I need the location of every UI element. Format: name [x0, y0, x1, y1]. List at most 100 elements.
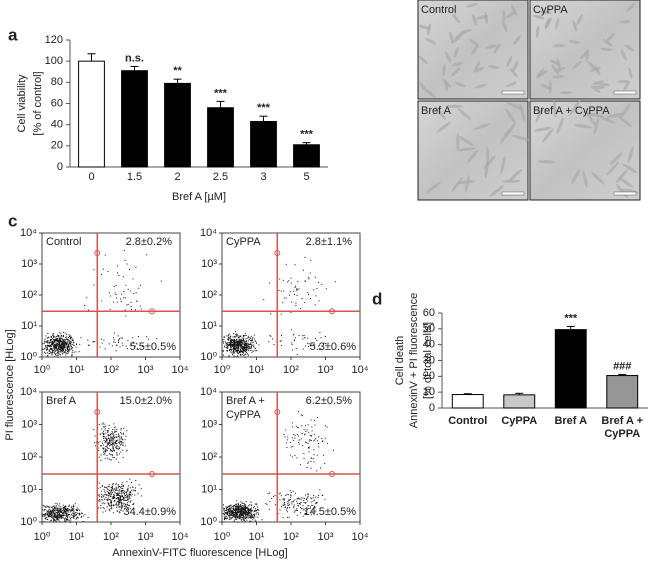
event-dot [47, 514, 48, 515]
event-dot [105, 429, 106, 430]
event-dot [288, 505, 289, 506]
event-dot [252, 350, 253, 351]
event-dot [238, 505, 239, 506]
event-dot [309, 451, 310, 452]
event-dot [247, 345, 248, 346]
y-tick-label: 10⁴ [20, 386, 37, 398]
event-dot [118, 446, 119, 447]
event-dot [110, 492, 111, 493]
event-dot [49, 351, 50, 352]
y-tick-label: 20 [51, 140, 63, 152]
event-dot [62, 338, 63, 339]
event-dot [106, 436, 107, 437]
event-dot [234, 339, 235, 340]
event-dot [118, 503, 119, 504]
event-dot [122, 506, 123, 507]
event-dot [111, 490, 112, 491]
event-dot [104, 491, 105, 492]
event-dot [59, 344, 60, 345]
event-dot [235, 511, 236, 512]
event-dot [311, 457, 312, 458]
event-dot [112, 448, 113, 449]
event-dot [311, 419, 312, 420]
event-dot [290, 495, 291, 496]
event-dot [65, 343, 66, 344]
event-dot [65, 347, 66, 348]
event-dot [52, 507, 53, 508]
event-dot [253, 346, 254, 347]
event-dot [230, 342, 231, 343]
plot-label: CyPPA [226, 236, 261, 248]
event-dot [103, 426, 104, 427]
x-tick-label: 10⁴ [352, 531, 369, 543]
event-dot [314, 420, 315, 421]
event-dot [88, 517, 89, 518]
event-dot [310, 298, 311, 299]
x-tick-label: 10² [283, 531, 299, 543]
event-dot [105, 428, 106, 429]
event-dot [99, 496, 100, 497]
event-dot [51, 337, 52, 338]
y-tick-label: 10⁴ [20, 227, 37, 239]
event-dot [71, 337, 72, 338]
event-dot [305, 494, 306, 495]
event-dot [77, 517, 78, 518]
event-dot [113, 512, 114, 513]
event-dot [76, 518, 77, 519]
event-dot [127, 488, 128, 489]
y-axis-label: [% of control] [32, 71, 44, 135]
event-dot [252, 340, 253, 341]
event-dot [132, 337, 133, 338]
event-dot [67, 346, 68, 347]
event-dot [241, 339, 242, 340]
significance: ** [173, 65, 182, 77]
bar [555, 330, 586, 408]
panel-letter: d [372, 289, 382, 308]
event-dot [243, 509, 244, 510]
y-tick-label: 10⁰ [200, 351, 217, 363]
event-dot [81, 337, 82, 338]
event-dot [299, 444, 300, 445]
event-dot [54, 347, 55, 348]
event-dot [246, 520, 247, 521]
event-dot [235, 505, 236, 506]
event-dot [116, 454, 117, 455]
event-dot [103, 502, 104, 503]
event-dot [305, 442, 306, 443]
event-dot [333, 450, 334, 451]
event-dot [125, 260, 126, 261]
event-dot [50, 351, 51, 352]
event-dot [109, 510, 110, 511]
event-dot [269, 493, 270, 494]
event-dot [256, 343, 257, 344]
event-dot [93, 341, 94, 342]
event-dot [123, 434, 124, 435]
event-dot [47, 355, 48, 356]
event-dot [105, 433, 106, 434]
event-dot [243, 336, 244, 337]
event-dot [76, 510, 77, 511]
event-dot [98, 450, 99, 451]
event-dot [223, 510, 224, 511]
event-dot [249, 347, 250, 348]
event-dot [82, 513, 83, 514]
x-tick-label: 10⁴ [172, 364, 189, 376]
event-dot [122, 338, 123, 339]
event-dot [110, 295, 111, 296]
event-dot [105, 426, 106, 427]
event-dot [72, 354, 73, 355]
event-dot [254, 516, 255, 517]
event-dot [111, 508, 112, 509]
bar [607, 376, 638, 408]
event-dot [236, 513, 237, 514]
event-dot [47, 352, 48, 353]
event-dot [127, 481, 128, 482]
event-dot [248, 349, 249, 350]
event-dot [229, 349, 230, 350]
event-dot [248, 355, 249, 356]
event-dot [122, 499, 123, 500]
event-dot [284, 499, 285, 500]
event-dot [65, 506, 66, 507]
y-tick-label: 100 [45, 55, 63, 67]
event-dot [320, 468, 321, 469]
